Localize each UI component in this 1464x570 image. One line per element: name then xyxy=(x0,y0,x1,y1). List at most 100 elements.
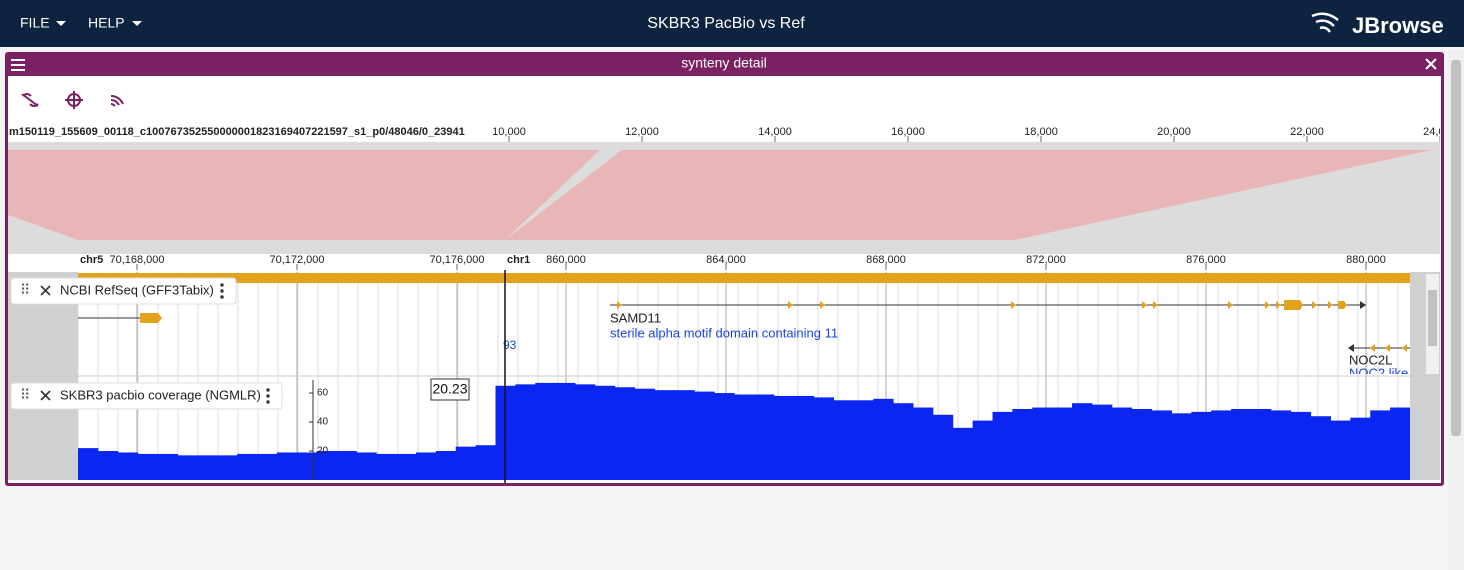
coverage-bar xyxy=(1091,404,1113,480)
gene-name[interactable]: SAMD11 xyxy=(610,310,661,325)
clip: NOC2 like xyxy=(1349,366,1408,374)
drag-handle[interactable]: ⠿ xyxy=(20,282,30,298)
coverage-bar xyxy=(813,397,834,480)
coverage-bar xyxy=(97,451,119,480)
ruler-label: 10,000 xyxy=(492,126,526,138)
coverage-bar xyxy=(1231,408,1252,480)
coverage-bar xyxy=(972,420,994,480)
track-label-box xyxy=(10,382,283,410)
ruler-label: 70,176,000 xyxy=(429,254,484,266)
drag-handle[interactable]: ⠿ xyxy=(20,387,30,403)
region-name: chr5 xyxy=(80,254,103,266)
coverage-bar xyxy=(455,446,477,480)
coverage-bar xyxy=(415,452,437,480)
coverage-bar xyxy=(237,453,258,480)
view-menu-button[interactable] xyxy=(11,59,25,71)
coverage-bar xyxy=(694,391,715,480)
synteny-block[interactable] xyxy=(505,150,1432,240)
coverage-bar xyxy=(594,385,616,480)
app-bar xyxy=(0,0,1464,47)
logo-text: JBrowse xyxy=(1352,13,1444,38)
curves-toggle[interactable] xyxy=(110,95,124,107)
close-view[interactable] xyxy=(1425,58,1437,70)
track-menu[interactable] xyxy=(220,283,224,299)
recenter[interactable] xyxy=(65,91,83,109)
bottom-ruler xyxy=(8,254,1440,270)
coverage-bar xyxy=(396,453,417,480)
ruler-label: 24,000 xyxy=(1423,126,1457,138)
track-label: SKBR3 pacbio coverage (NGMLR) xyxy=(60,387,261,402)
synteny-block[interactable] xyxy=(8,150,600,240)
coverage-bar xyxy=(1191,411,1212,480)
link-toggle[interactable] xyxy=(21,93,39,107)
coverage-bar xyxy=(1370,410,1391,480)
coverage-bar xyxy=(157,453,178,480)
menu-file[interactable]: FILE xyxy=(20,15,50,31)
track-menu[interactable] xyxy=(266,388,270,404)
coverage-bar xyxy=(853,400,874,480)
coverage-bar xyxy=(555,382,576,480)
close-track[interactable] xyxy=(40,285,51,296)
coverage-bar xyxy=(276,452,298,480)
view-title: synteny detail xyxy=(681,55,767,71)
ruler-label: 18,000 xyxy=(1024,126,1058,138)
ruler-label: 20,000 xyxy=(1157,126,1191,138)
y-tick-label: 20 xyxy=(317,446,329,457)
session-title[interactable]: SKBR3 PacBio vs Ref xyxy=(647,15,805,32)
coverage-bar xyxy=(674,390,695,480)
coverage-bar xyxy=(614,387,636,480)
tooltip xyxy=(430,378,470,401)
ruler-label: 70,172,000 xyxy=(269,254,324,266)
menu-arrow xyxy=(132,21,142,26)
coverage-bar xyxy=(575,384,596,480)
coverage-bar xyxy=(734,394,755,480)
coverage-bar xyxy=(654,390,675,480)
coverage-bar xyxy=(197,455,218,480)
coverage-bar xyxy=(952,427,974,480)
region-name: chr1 xyxy=(507,254,530,266)
coverage-bar xyxy=(1270,410,1292,480)
coverage-bar xyxy=(1250,408,1272,480)
coverage-bar xyxy=(117,452,139,480)
coverage-bar xyxy=(1052,407,1073,480)
ruler-label: 12,000 xyxy=(625,126,659,138)
coverage-bar xyxy=(256,453,278,480)
coverage-bar xyxy=(932,414,954,480)
coverage-bar xyxy=(833,400,854,480)
coverage-bar xyxy=(1390,407,1410,480)
coverage-bar xyxy=(78,448,99,480)
coverage-bar xyxy=(1111,407,1133,480)
coverage-bar xyxy=(137,453,159,480)
ruler-label: 22,000 xyxy=(1290,126,1324,138)
assembly-label: m150119_155609_00118_c100767352550000001… xyxy=(9,126,465,138)
coverage-bar xyxy=(912,407,934,480)
top-ruler xyxy=(8,124,1440,142)
coverage-bar xyxy=(1290,411,1312,480)
ruler-label: 14,000 xyxy=(758,126,792,138)
coverage-bar xyxy=(1072,403,1093,480)
ruler-label: 872,000 xyxy=(1026,254,1066,266)
y-tick-label: 60 xyxy=(317,388,329,399)
coverage-bar xyxy=(793,395,815,480)
track-label-box xyxy=(10,277,237,305)
coverage-bar xyxy=(356,452,377,480)
coverage-bar xyxy=(376,453,397,480)
gene-name[interactable]: NOC2L xyxy=(1349,352,1392,367)
coverage-bar xyxy=(1171,413,1192,480)
coverage-bar xyxy=(515,384,536,480)
scroll-thumb[interactable] xyxy=(1428,290,1437,346)
close-track[interactable] xyxy=(40,390,51,401)
coverage-bar xyxy=(634,388,656,480)
coverage-bar xyxy=(1012,408,1033,480)
ruler-label: 860,000 xyxy=(546,254,586,266)
ruler-label: 70,168,000 xyxy=(109,254,164,266)
coverage-bar xyxy=(1330,420,1351,480)
overflow-label: 93 xyxy=(503,338,517,352)
menu-help[interactable]: HELP xyxy=(88,15,125,31)
scroll-thumb[interactable] xyxy=(1451,60,1461,436)
coverage-bar xyxy=(1032,407,1053,480)
coverage-bar xyxy=(893,403,914,480)
ruler-label: 880,000 xyxy=(1346,254,1386,266)
coverage-bar xyxy=(992,411,1013,480)
